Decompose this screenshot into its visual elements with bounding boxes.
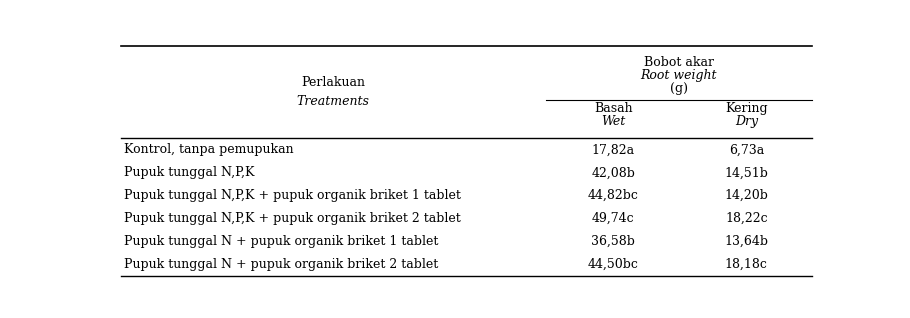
Text: Dry: Dry [734,115,758,128]
Text: (g): (g) [670,82,688,95]
Text: 17,82a: 17,82a [592,143,635,156]
Text: Basah: Basah [594,101,632,114]
Text: 49,74c: 49,74c [592,212,634,225]
Text: Pupuk tunggal N,P,K + pupuk organik briket 1 tablet: Pupuk tunggal N,P,K + pupuk organik brik… [125,189,461,202]
Text: Perlakuan: Perlakuan [301,76,365,89]
Text: Treatments: Treatments [297,95,369,108]
Text: 18,22c: 18,22c [725,212,768,225]
Text: 44,50bc: 44,50bc [588,258,639,271]
Text: Kontrol, tanpa pemupukan: Kontrol, tanpa pemupukan [125,143,294,156]
Text: 14,20b: 14,20b [724,189,768,202]
Text: 18,18c: 18,18c [725,258,768,271]
Text: Wet: Wet [602,115,625,128]
Text: Pupuk tunggal N,P,K + pupuk organik briket 2 tablet: Pupuk tunggal N,P,K + pupuk organik brik… [125,212,461,225]
Text: 13,64b: 13,64b [724,235,768,248]
Text: Bobot akar: Bobot akar [644,56,714,69]
Text: Pupuk tunggal N,P,K: Pupuk tunggal N,P,K [125,166,255,179]
Text: 44,82bc: 44,82bc [588,189,639,202]
Text: 14,51b: 14,51b [724,166,768,179]
Text: Pupuk tunggal N + pupuk organik briket 2 tablet: Pupuk tunggal N + pupuk organik briket 2… [125,258,439,271]
Text: 42,08b: 42,08b [592,166,635,179]
Text: Kering: Kering [725,101,768,114]
Text: Pupuk tunggal N + pupuk organik briket 1 tablet: Pupuk tunggal N + pupuk organik briket 1… [125,235,439,248]
Text: Root weight: Root weight [641,70,717,82]
Text: 36,58b: 36,58b [592,235,635,248]
Text: 6,73a: 6,73a [729,143,763,156]
